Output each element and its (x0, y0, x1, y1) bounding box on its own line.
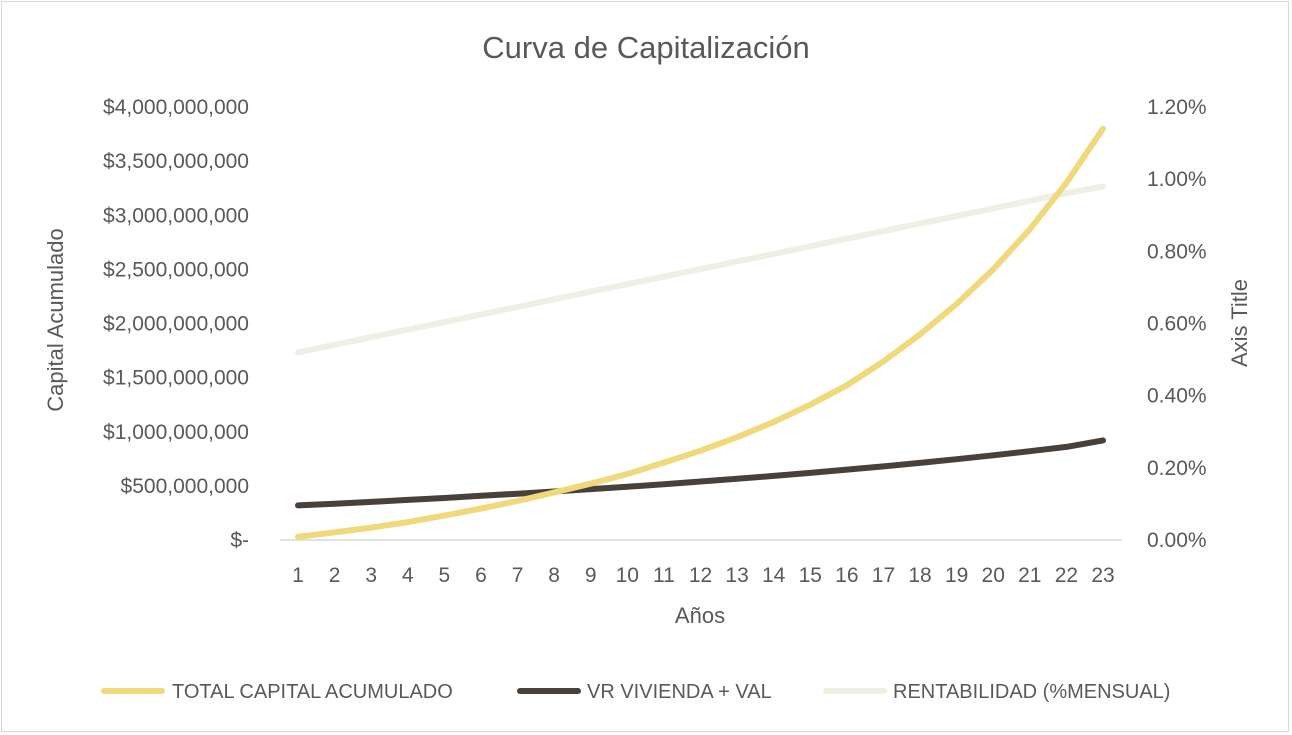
x-tick-label: 19 (945, 564, 968, 587)
x-tick-label: 13 (725, 564, 748, 587)
left-axis-ticks: $4,000,000,000 $3,500,000,000 $3,000,000,0… (103, 96, 249, 552)
x-axis-title: Años (675, 603, 725, 628)
y-tick-label: $- (230, 529, 249, 552)
x-axis-ticks: 1 2 3 4 5 6 7 8 9 10 11 12 13 14 15 16 17 18 19 20 21 22 23 (292, 564, 1115, 587)
x-tick-label: 15 (799, 564, 822, 587)
x-tick-label: 14 (762, 564, 786, 587)
x-tick-label: 16 (835, 564, 858, 587)
chart-title: Curva de Capitalización (482, 30, 809, 65)
x-tick-label: 17 (872, 564, 895, 587)
x-tick-label: 4 (402, 564, 414, 587)
y2-tick-label: 0.60% (1147, 313, 1207, 336)
x-tick-label: 6 (475, 564, 487, 587)
y-tick-label: $500,000,000 (121, 475, 249, 498)
x-tick-label: 2 (329, 564, 341, 587)
x-tick-label: 18 (908, 564, 931, 587)
y2-tick-label: 0.40% (1147, 385, 1207, 408)
y2-tick-label: 1.20% (1147, 96, 1207, 119)
series-line-rentabilidad (295, 183, 1106, 356)
y-axis-title: Capital Acumulado (43, 228, 68, 411)
x-tick-label: 5 (439, 564, 451, 587)
y-tick-label: $3,000,000,000 (103, 204, 249, 227)
x-tick-label: 9 (585, 564, 597, 587)
x-tick-label: 1 (292, 564, 304, 587)
series-lines (295, 125, 1106, 540)
series-line-total-capital (295, 125, 1106, 540)
y2-tick-label: 1.00% (1147, 168, 1207, 191)
legend-label-total-capital: TOTAL CAPITAL ACUMULADO (172, 681, 453, 703)
x-tick-label: 10 (616, 564, 639, 587)
x-tick-label: 20 (982, 564, 1005, 587)
y2-tick-label: 0.00% (1147, 529, 1207, 552)
y-tick-label: $2,500,000,000 (103, 258, 249, 281)
y2-tick-label: 0.20% (1147, 457, 1207, 480)
series-line-vr-vivienda (295, 437, 1106, 509)
legend-label-rentabilidad: RENTABILIDAD (%MENSUAL) (893, 681, 1170, 703)
right-axis-ticks: 1.20% 1.00% 0.80% 0.60% 0.40% 0.20% 0.00% (1147, 96, 1207, 552)
y2-tick-label: 0.80% (1147, 240, 1207, 263)
legend: TOTAL CAPITAL ACUMULADO VR VIVIENDA + VA… (101, 681, 1170, 703)
x-tick-label: 3 (365, 564, 377, 587)
x-tick-label: 7 (512, 564, 524, 587)
x-tick-label: 22 (1055, 564, 1078, 587)
y-tick-label: $2,000,000,000 (103, 313, 249, 336)
x-tick-label: 11 (653, 564, 675, 587)
x-tick-label: 23 (1091, 564, 1114, 587)
y-tick-label: $3,500,000,000 (103, 150, 249, 173)
legend-label-vr-vivienda: VR VIVIENDA + VAL (587, 681, 772, 703)
x-tick-label: 21 (1018, 564, 1041, 587)
x-tick-label: 12 (689, 564, 712, 587)
y2-axis-title: Axis Title (1227, 279, 1252, 367)
x-tick-label: 8 (548, 564, 560, 587)
y-tick-label: $1,500,000,000 (103, 367, 249, 390)
y-tick-label: $1,000,000,000 (103, 421, 249, 444)
y-tick-label: $4,000,000,000 (103, 96, 249, 119)
